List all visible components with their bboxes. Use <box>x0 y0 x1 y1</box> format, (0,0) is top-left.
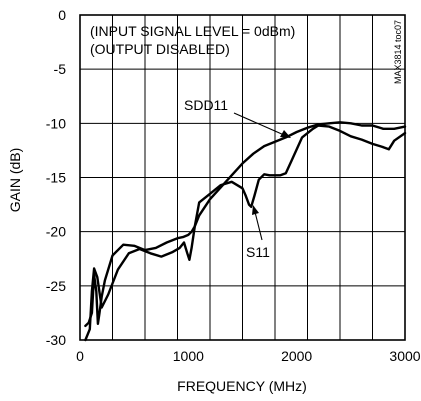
leader-sdd11 <box>233 112 285 136</box>
x-tick-label: 1000 <box>173 348 204 364</box>
annotation-input-level: (INPUT SIGNAL LEVEL = 0dBm) <box>90 23 295 39</box>
annotation-output-disabled: (OUTPUT DISABLED) <box>90 41 230 57</box>
leader-s11 <box>254 211 263 241</box>
plot-frame <box>79 14 406 341</box>
series-label-s11: S11 <box>246 244 270 260</box>
series-label-sdd11: SDD11 <box>184 97 228 113</box>
y-tick-label: -25 <box>46 278 66 294</box>
y-tick-label: -10 <box>46 115 66 131</box>
y-axis-label: GAIN (dB) <box>7 148 23 213</box>
figure-id-label: MAX3814 toc07 <box>393 20 403 84</box>
arrowhead-s11 <box>252 205 259 215</box>
series-labels: SDD11 S11 <box>184 97 291 260</box>
arrowhead-sdd11 <box>280 130 291 138</box>
x-tick-label: 3000 <box>389 348 420 364</box>
series-line-s11 <box>84 124 407 342</box>
series-lines <box>84 121 407 342</box>
x-axis-label: FREQUENCY (MHz) <box>177 378 307 394</box>
y-tick-label: 0 <box>58 7 66 23</box>
y-tick-label: -20 <box>46 224 66 240</box>
y-tick-label: -30 <box>46 332 66 348</box>
x-tick-labels: 0 1000 2000 3000 <box>76 348 421 364</box>
series-line-sdd11 <box>84 121 407 328</box>
y-tick-label: -5 <box>54 61 67 77</box>
y-tick-label: -15 <box>46 170 66 186</box>
x-tick-label: 0 <box>76 348 84 364</box>
x-tick-label: 2000 <box>281 348 312 364</box>
grid <box>80 15 405 340</box>
y-tick-labels: 0 -5 -10 -15 -20 -25 -30 <box>46 7 66 348</box>
